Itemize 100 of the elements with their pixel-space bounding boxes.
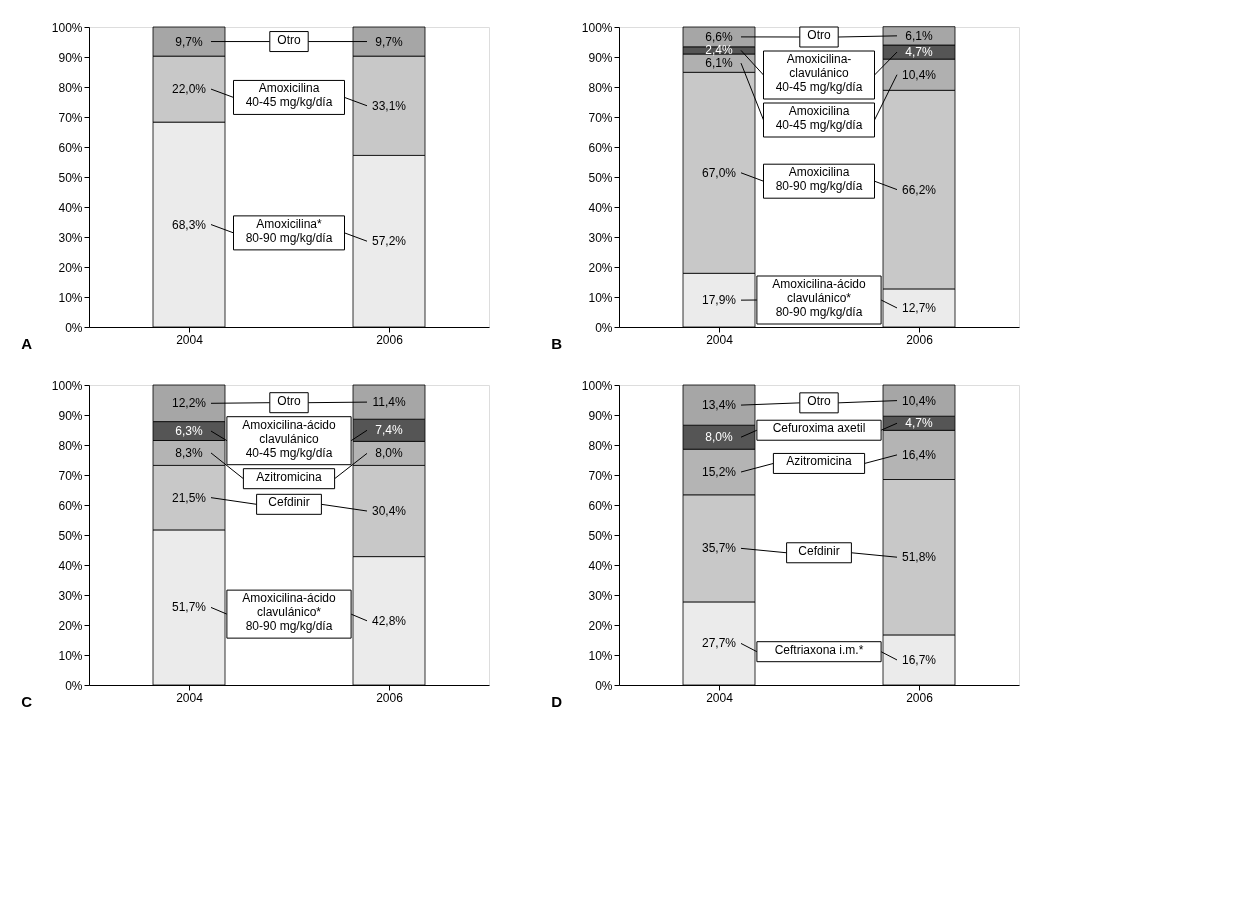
- data-label: 8,0%: [375, 446, 403, 461]
- y-tick-label: 0%: [595, 320, 613, 335]
- data-label: 22,0%: [171, 82, 207, 97]
- data-label: 6,1%: [705, 56, 733, 71]
- legend-label: Otro: [277, 393, 301, 408]
- text: Amoxicilina 40-45 mg/kg/día: [775, 104, 863, 132]
- data-label: 16,4%: [901, 447, 937, 462]
- legend-label: Otro: [807, 393, 831, 408]
- legend-label: Amoxicilina-ácido clavulánico* 80-90 mg/kg/día: [242, 591, 337, 634]
- data-label: 9,7%: [175, 34, 203, 49]
- data-label: 6,6%: [705, 29, 733, 44]
- y-tick-label: 20%: [588, 260, 613, 275]
- y-tick-label: 70%: [58, 110, 83, 125]
- y-tick-label: 10%: [58, 648, 83, 663]
- y-tick-label: 0%: [65, 320, 83, 335]
- data-label: 42,8%: [371, 613, 407, 628]
- legend-label: Azitromicina: [786, 454, 852, 469]
- text: A: [21, 335, 33, 352]
- y-tick-label: 90%: [588, 50, 613, 65]
- data-label: 12,2%: [171, 396, 207, 411]
- data-label: 2,4%: [705, 43, 733, 58]
- legend-label: Cefdinir: [268, 495, 310, 510]
- y-tick-label: 40%: [58, 558, 83, 573]
- data-label: 13,4%: [701, 398, 737, 413]
- data-label: 67,0%: [701, 165, 737, 180]
- y-tick-label: 90%: [588, 408, 613, 423]
- y-tick-label: 80%: [588, 438, 613, 453]
- data-label: 30,4%: [371, 504, 407, 518]
- y-tick-label: 50%: [588, 170, 613, 185]
- y-tick-label: 50%: [58, 170, 83, 185]
- legend-label: Otro: [277, 32, 301, 47]
- y-tick-label: 70%: [58, 468, 83, 483]
- data-label: 7,4%: [375, 423, 403, 438]
- y-tick-label: 80%: [58, 80, 83, 95]
- legend-label: Amoxicilina- clavulánico 40-45 mg/kg/día: [775, 52, 863, 94]
- x-tick-label: 2006: [376, 332, 404, 347]
- y-tick-label: 100%: [581, 378, 613, 393]
- y-tick-label: 90%: [58, 50, 83, 65]
- legend-label: Cefuroxima axetil: [772, 421, 866, 436]
- data-label: 9,7%: [375, 34, 403, 49]
- y-tick-label: 10%: [58, 290, 83, 305]
- data-label: 16,7%: [901, 652, 937, 667]
- data-label: 6,3%: [175, 424, 203, 439]
- y-tick-label: 30%: [58, 588, 83, 603]
- data-label: 10,4%: [901, 393, 937, 408]
- y-tick-label: 20%: [58, 618, 83, 633]
- y-tick-label: 60%: [588, 498, 613, 513]
- y-tick-label: 70%: [588, 110, 613, 125]
- legend-label: Ceftriaxona i.m.*: [774, 642, 864, 657]
- data-label: 15,2%: [701, 465, 737, 479]
- y-tick-label: 30%: [588, 588, 613, 603]
- y-tick-label: 20%: [58, 260, 83, 275]
- legend-label: Otro: [807, 28, 831, 42]
- y-tick-label: 40%: [588, 558, 613, 573]
- y-tick-label: 20%: [588, 618, 613, 633]
- legend-label: Amoxicilina 40-45 mg/kg/día: [245, 81, 333, 110]
- y-tick-label: 60%: [58, 498, 83, 513]
- legend-label: Amoxicilina* 80-90 mg/kg/día: [245, 216, 333, 245]
- y-tick-label: 90%: [58, 408, 83, 423]
- data-label: 21,5%: [171, 490, 207, 505]
- y-tick-label: 50%: [58, 528, 83, 543]
- data-label: 8,0%: [705, 430, 733, 445]
- x-tick-label: 2006: [376, 690, 404, 705]
- text: C: [21, 693, 33, 710]
- y-tick-label: 100%: [581, 20, 613, 35]
- x-tick-label: 2004: [176, 332, 204, 347]
- legend-label: Amoxicilina-ácido clavulánico 40-45 mg/kg/día: [242, 417, 337, 460]
- data-label: 12,7%: [901, 300, 937, 315]
- y-tick-label: 80%: [588, 80, 613, 95]
- x-tick-label: 2004: [176, 690, 204, 705]
- data-label: 57,2%: [371, 234, 407, 249]
- legend-label: Amoxicilina 80-90 mg/kg/día: [775, 165, 863, 194]
- y-tick-label: 30%: [58, 230, 83, 245]
- data-label: 66,2%: [901, 182, 937, 197]
- y-tick-label: 60%: [588, 140, 613, 155]
- text: B: [551, 335, 563, 352]
- legend-label: Cefdinir: [798, 543, 840, 558]
- y-tick-label: 40%: [588, 200, 613, 215]
- x-tick-label: 2006: [906, 332, 934, 347]
- data-label: 17,9%: [701, 293, 737, 308]
- x-tick-label: 2004: [706, 332, 734, 347]
- y-tick-label: 0%: [65, 678, 83, 693]
- y-tick-label: 40%: [58, 200, 83, 215]
- y-tick-label: 0%: [595, 678, 613, 693]
- y-tick-label: 10%: [588, 290, 613, 305]
- data-label: 51,8%: [901, 550, 937, 565]
- y-tick-label: 100%: [51, 20, 83, 35]
- y-tick-label: 80%: [58, 438, 83, 453]
- y-tick-label: 70%: [588, 468, 613, 483]
- x-tick-label: 2004: [706, 690, 734, 705]
- text: Azitromicina: [256, 469, 322, 484]
- x-tick-label: 2006: [906, 690, 934, 705]
- data-label: 4,7%: [905, 45, 933, 60]
- y-tick-label: 60%: [58, 140, 83, 155]
- data-label: 51,7%: [171, 600, 207, 615]
- y-tick-label: 50%: [588, 528, 613, 543]
- y-tick-label: 100%: [51, 378, 83, 393]
- data-label: 33,1%: [371, 98, 407, 113]
- data-label: 11,4%: [372, 395, 406, 410]
- data-label: 4,7%: [905, 416, 933, 431]
